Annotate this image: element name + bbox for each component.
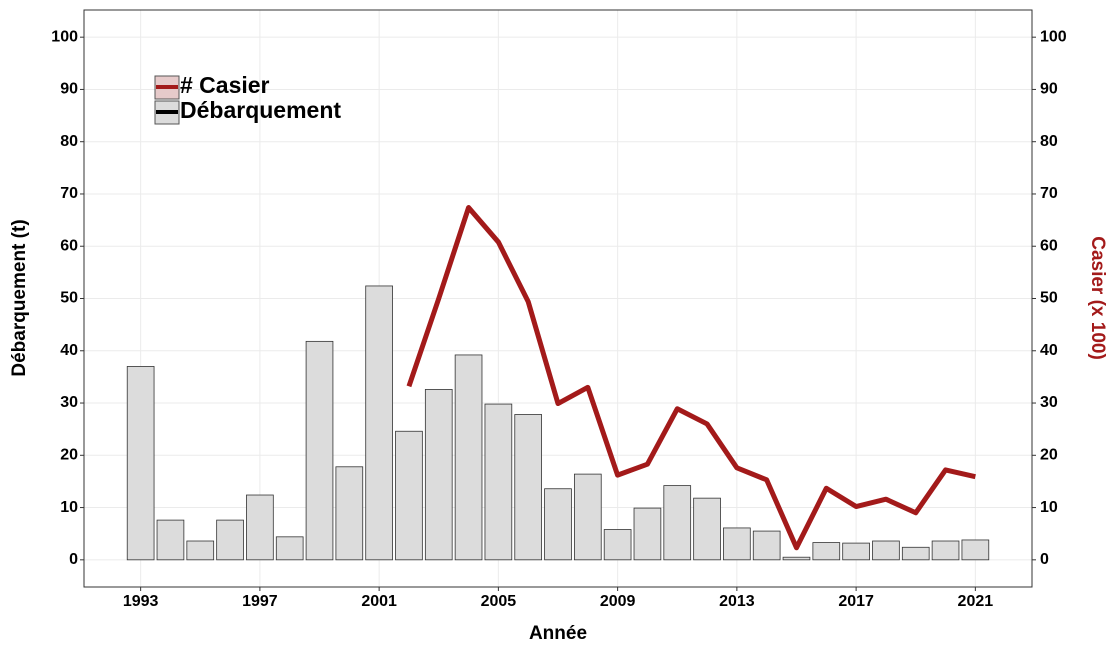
y2-tick-label: 10 [1040, 499, 1058, 516]
plot-border [83, 9, 1033, 588]
bar [603, 529, 632, 561]
legend-label: Débarquement [180, 97, 341, 123]
bar [365, 285, 393, 561]
y2-tick-label: 20 [1040, 447, 1058, 464]
y2-tick-label: 90 [1040, 81, 1058, 98]
bar [275, 536, 304, 561]
x-tick-label: 2001 [361, 593, 397, 610]
x-axis-label: Année [529, 623, 587, 644]
bar [633, 507, 662, 561]
y-tick-label: 80 [60, 133, 78, 150]
y-tick-label: 10 [60, 499, 78, 516]
x-tick-label: 1997 [242, 593, 278, 610]
y2-tick-label: 80 [1040, 133, 1058, 150]
x-tick-label: 1993 [123, 593, 159, 610]
y2-tick-label: 70 [1040, 185, 1058, 202]
y-tick-label: 0 [69, 551, 78, 568]
legend-label: # Casier [180, 72, 270, 98]
y-tick-label: 100 [51, 28, 78, 45]
y2-tick-label: 40 [1040, 342, 1058, 359]
bar [842, 542, 870, 561]
bar [752, 530, 781, 561]
bar [216, 519, 244, 561]
x-tick-label: 2021 [958, 593, 994, 610]
bar [246, 494, 274, 561]
bar [156, 519, 185, 561]
y2-tick-label: 100 [1040, 28, 1067, 45]
y2-tick-label: 60 [1040, 237, 1058, 254]
bar [812, 542, 841, 561]
y2-axis-label: Casier (x 100) [1087, 236, 1108, 360]
bar [305, 340, 334, 561]
y-tick-label: 20 [60, 447, 78, 464]
bar [573, 473, 602, 561]
bar [901, 546, 930, 561]
bar [782, 556, 811, 561]
line [406, 205, 976, 551]
bar [395, 430, 423, 561]
y-axis-label: Débarquement (t) [9, 219, 30, 376]
bar [663, 485, 692, 561]
bar [931, 540, 960, 561]
bar [335, 466, 364, 561]
x-tick-label: 2005 [481, 593, 517, 610]
y2-tick-label: 0 [1040, 551, 1049, 568]
bar [424, 389, 453, 561]
bar [514, 414, 543, 561]
x-tick-label: 2017 [838, 593, 874, 610]
y2-tick-label: 30 [1040, 394, 1058, 411]
x-tick-label: 2009 [600, 593, 636, 610]
bar [484, 403, 513, 561]
y-tick-label: 90 [60, 81, 78, 98]
bar [454, 354, 483, 561]
bar [961, 539, 990, 561]
y2-tick-label: 50 [1040, 290, 1058, 307]
y-tick-label: 60 [60, 237, 78, 254]
bar [693, 497, 721, 561]
x-tick-label: 2013 [719, 593, 755, 610]
y-tick-label: 70 [60, 185, 78, 202]
bar [186, 540, 215, 561]
bar [544, 488, 572, 561]
bar [723, 527, 751, 561]
y-tick-label: 40 [60, 342, 78, 359]
bar [126, 366, 155, 561]
bar [872, 540, 900, 561]
y-tick-label: 50 [60, 290, 78, 307]
y-tick-label: 30 [60, 394, 78, 411]
